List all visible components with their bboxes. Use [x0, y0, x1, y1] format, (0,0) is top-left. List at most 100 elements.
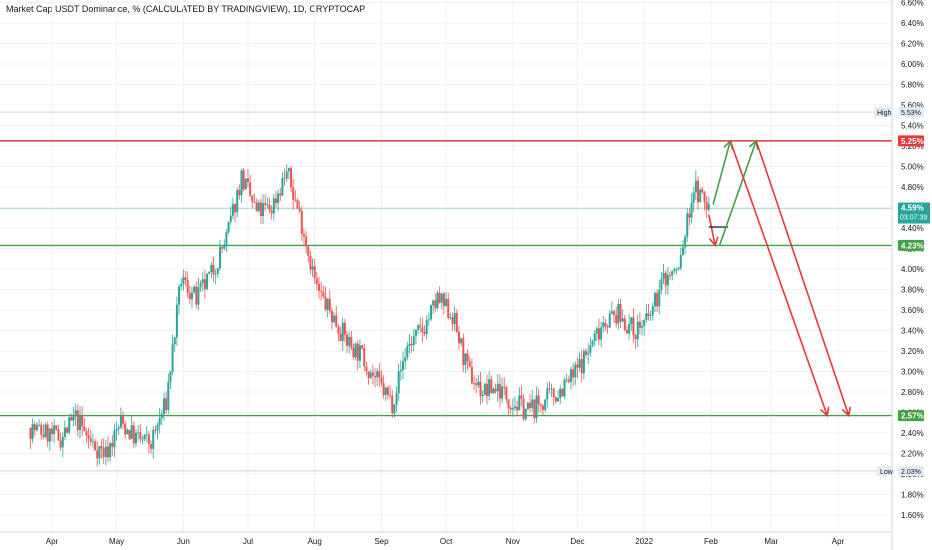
candle-body: [51, 428, 53, 434]
candle-body: [320, 290, 323, 292]
candle-body: [81, 416, 84, 427]
candle-body: [70, 417, 73, 421]
candle-body: [466, 353, 469, 362]
low-value: 2.03%: [901, 469, 921, 476]
candle-body: [686, 213, 689, 237]
candle-body: [408, 343, 411, 346]
candle-body: [537, 395, 540, 405]
price-tags: High 5.53% Low 2.03% 5.25% 4.23% 2.57% 4.59% 03:…: [874, 107, 930, 476]
candle-body: [115, 429, 118, 431]
candle-body: [188, 293, 191, 300]
y-tick-label: 4.00%: [901, 265, 924, 274]
y-tick-label: 5.80%: [901, 81, 924, 90]
support-upper-tag: 4.23%: [901, 241, 924, 250]
candle-body: [554, 397, 557, 402]
candle-body: [74, 410, 77, 417]
y-tick-label: 2.40%: [901, 429, 924, 438]
candle-body: [348, 336, 351, 346]
candle-body: [311, 266, 314, 270]
candle-body: [641, 326, 644, 328]
projection-arrow-up: [712, 140, 732, 205]
candle-body: [195, 286, 198, 305]
candle-body: [378, 371, 381, 378]
candle-body: [503, 386, 506, 388]
candle-body: [206, 273, 209, 289]
candle-body: [182, 277, 185, 285]
candle-body: [272, 198, 275, 214]
candle-body: [274, 198, 277, 204]
candle-body: [137, 432, 140, 434]
candle-body: [240, 170, 243, 196]
candle-body: [221, 247, 224, 249]
y-tick-label: 2.20%: [901, 450, 924, 459]
candle-body: [365, 366, 368, 372]
candle-body: [477, 381, 480, 386]
candle-body: [281, 178, 284, 196]
candle-body: [193, 286, 196, 293]
high-label-bg: [874, 107, 892, 118]
candle-body: [432, 300, 435, 306]
candle-body: [152, 429, 155, 449]
candle-body: [386, 387, 389, 395]
x-tick-label: Sep: [374, 537, 389, 546]
candle-body: [440, 293, 443, 303]
candle-body: [184, 277, 187, 281]
candle-body: [410, 343, 413, 345]
y-tick-label: 3.20%: [901, 347, 924, 356]
candle-body: [292, 187, 295, 200]
candle-body: [561, 388, 564, 397]
candle-body: [352, 347, 355, 358]
candle-body: [328, 298, 331, 312]
candle-body: [141, 438, 144, 440]
candle-body: [313, 266, 316, 279]
candle-body: [427, 319, 430, 321]
candle-body: [246, 178, 249, 183]
candle-body: [294, 199, 297, 201]
candle-body: [494, 388, 497, 392]
candle-body: [518, 395, 521, 411]
candle-body: [156, 424, 159, 431]
candle-body: [692, 192, 695, 203]
candle-body: [610, 311, 613, 314]
candle-body: [315, 278, 318, 284]
candle-body: [591, 340, 594, 346]
candle-body: [638, 321, 641, 328]
candle-body: [130, 425, 133, 439]
candle-body: [223, 244, 226, 249]
candle-body: [44, 424, 47, 437]
candle-body: [29, 427, 32, 439]
candle-body: [231, 204, 234, 216]
projection-arrowhead: [708, 236, 719, 248]
candle-body: [145, 434, 148, 436]
candle-body: [417, 325, 420, 330]
candle-body: [350, 336, 353, 348]
projection-arrowhead: [820, 406, 830, 418]
candle-body: [264, 203, 267, 206]
candle-body: [617, 304, 620, 324]
candle-body: [533, 399, 536, 419]
candle-body: [199, 283, 202, 287]
candle-body: [270, 210, 273, 214]
candle-body: [57, 429, 60, 441]
candle-body: [335, 315, 338, 327]
candle-body: [442, 293, 445, 307]
candle-body: [158, 418, 161, 425]
x-axis[interactable]: Apr May Jun Jul Aug Sep Oct Nov Dec 2022 Feb Mar Apr: [0, 531, 892, 546]
candle-body: [434, 300, 437, 309]
x-tick-label: Nov: [506, 537, 520, 546]
candle-body: [513, 406, 516, 409]
candle-body: [647, 313, 650, 317]
candle-body: [72, 416, 75, 421]
candle-body: [262, 203, 265, 217]
candle-body: [358, 345, 361, 361]
candle-body: [634, 335, 637, 340]
candle-body: [481, 394, 484, 397]
x-tick-label: Aug: [308, 537, 322, 546]
candle-body: [361, 345, 364, 348]
x-tick-label: Dec: [570, 537, 584, 546]
y-tick-label: 6.60%: [901, 0, 924, 8]
candle-body: [376, 371, 379, 378]
candle-body: [490, 379, 493, 393]
low-label: Low: [880, 469, 894, 476]
